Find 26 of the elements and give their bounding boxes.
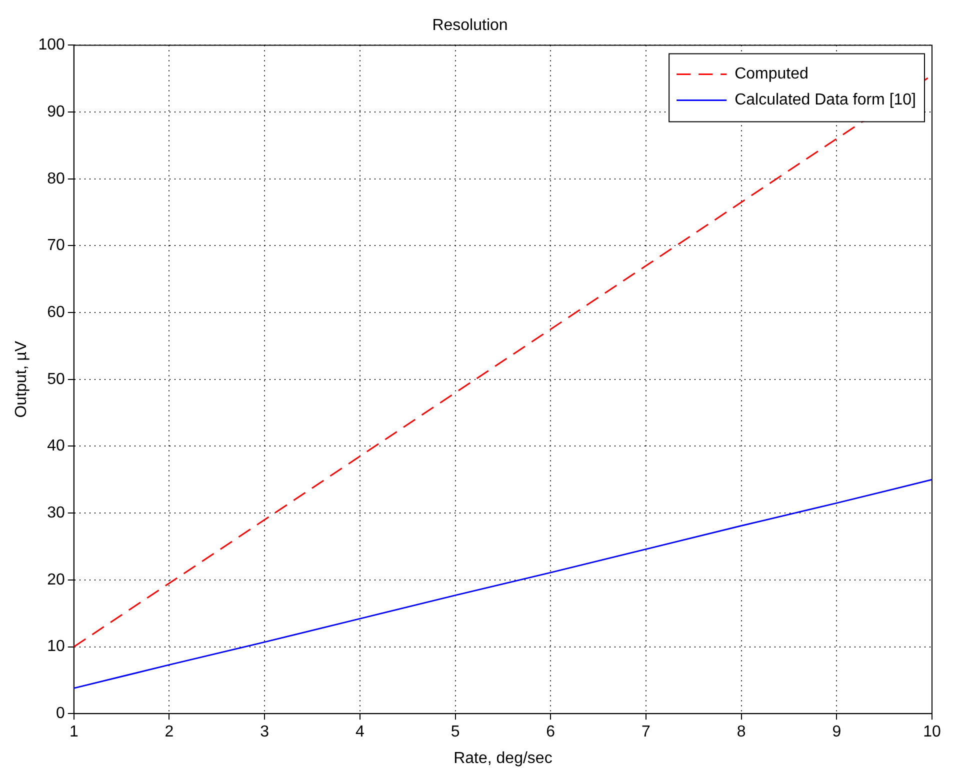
x-tick-label: 2: [164, 724, 174, 741]
y-tick-label: 20: [47, 571, 65, 588]
y-tick-label: 60: [47, 304, 65, 321]
x-tick-label: 8: [736, 724, 746, 741]
legend-label: Computed: [734, 66, 808, 83]
y-axis-title: Output, µV: [13, 340, 30, 418]
y-tick-label: 10: [47, 638, 65, 656]
x-tick-label: 10: [923, 724, 941, 741]
y-tick-label: 0: [56, 705, 65, 722]
y-tick-label: 90: [47, 103, 65, 120]
x-tick-label: 4: [355, 724, 364, 741]
y-tick-label: 50: [47, 370, 65, 388]
legend-label: Calculated Data form [10]: [734, 92, 916, 109]
x-tick-label: 5: [450, 724, 460, 741]
x-tick-label: 3: [260, 724, 270, 741]
x-tick-label: 7: [642, 724, 651, 741]
y-tick-label: 30: [47, 504, 65, 522]
y-tick-label: 100: [38, 36, 65, 54]
x-tick-label: 1: [69, 724, 78, 741]
x-tick-label: 6: [546, 724, 556, 741]
y-tick-label: 70: [47, 237, 65, 254]
y-tick-label: 80: [47, 170, 65, 188]
chart-title: Resolution: [432, 17, 508, 34]
y-tick-label: 40: [47, 438, 65, 455]
x-tick-label: 9: [832, 724, 842, 741]
x-axis-title: Rate, deg/sec: [454, 750, 552, 767]
